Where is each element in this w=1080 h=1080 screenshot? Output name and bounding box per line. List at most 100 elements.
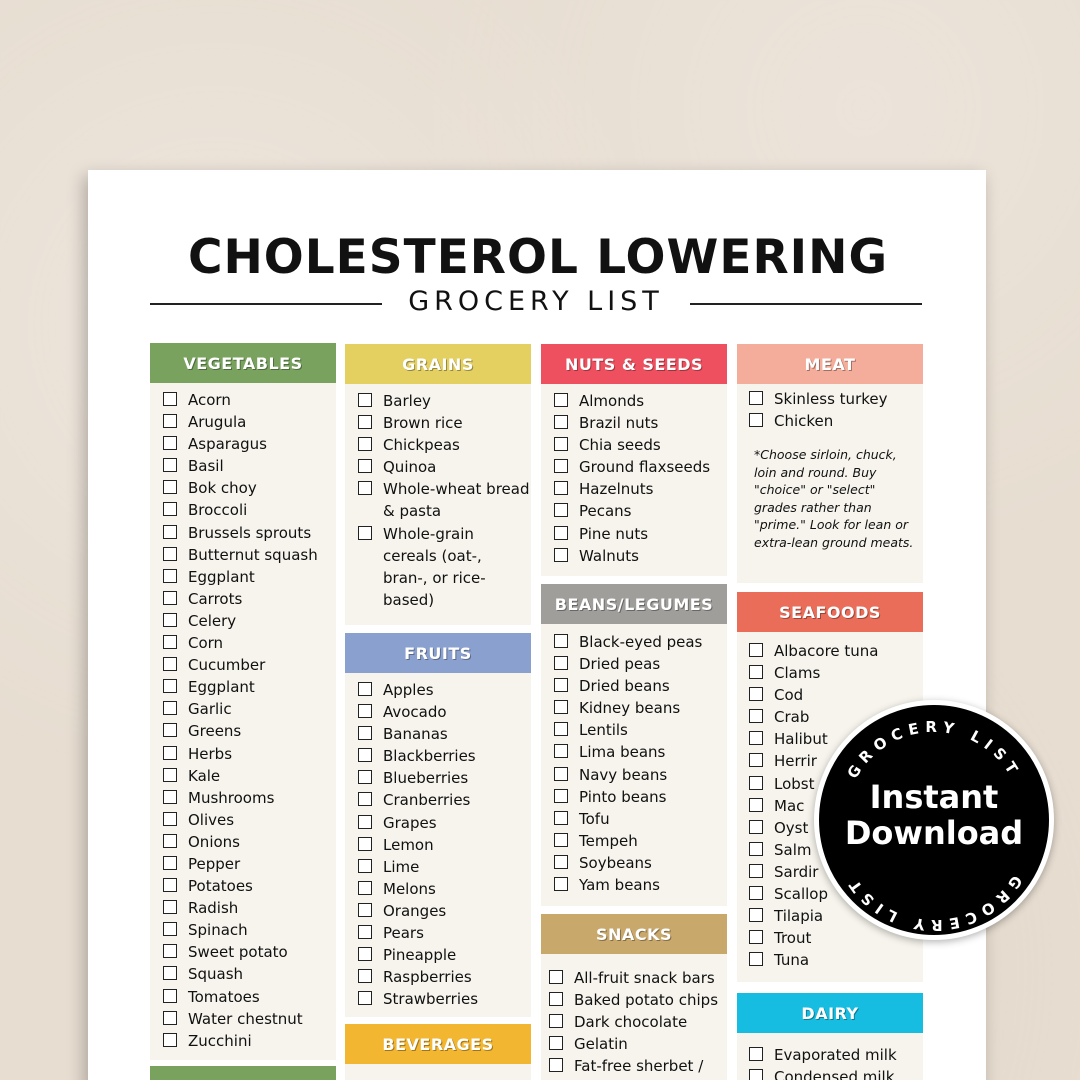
checkbox[interactable] xyxy=(358,947,372,962)
checkbox[interactable] xyxy=(554,678,568,693)
checkbox[interactable] xyxy=(554,810,568,825)
checkbox[interactable] xyxy=(554,459,568,474)
checkbox[interactable] xyxy=(358,437,372,452)
checkbox[interactable] xyxy=(554,437,568,452)
checkbox[interactable] xyxy=(163,701,177,716)
checkbox[interactable] xyxy=(163,392,177,406)
checkbox[interactable] xyxy=(749,731,763,746)
checkbox[interactable] xyxy=(358,704,372,719)
checkbox[interactable] xyxy=(749,952,763,967)
checkbox[interactable] xyxy=(749,643,763,657)
checkbox[interactable] xyxy=(163,966,177,981)
checkbox[interactable] xyxy=(163,723,177,738)
checkbox[interactable] xyxy=(163,590,177,605)
checkbox[interactable] xyxy=(749,841,763,856)
checkbox[interactable] xyxy=(749,753,763,768)
checkbox[interactable] xyxy=(358,902,372,917)
checkbox[interactable] xyxy=(749,709,763,724)
checkbox[interactable] xyxy=(358,925,372,940)
checkbox[interactable] xyxy=(749,775,763,790)
checkbox[interactable] xyxy=(358,748,372,763)
checkbox[interactable] xyxy=(554,854,568,869)
checkbox[interactable] xyxy=(749,665,763,680)
checkbox[interactable] xyxy=(554,700,568,715)
checkbox[interactable] xyxy=(549,992,563,1007)
checkbox[interactable] xyxy=(163,745,177,760)
checkbox[interactable] xyxy=(163,612,177,627)
checkbox[interactable] xyxy=(749,797,763,812)
checkbox[interactable] xyxy=(358,682,372,696)
checkbox[interactable] xyxy=(749,819,763,834)
checkbox[interactable] xyxy=(358,726,372,741)
checkbox[interactable] xyxy=(163,855,177,870)
checkbox[interactable] xyxy=(163,900,177,915)
checkbox[interactable] xyxy=(163,635,177,650)
checkbox[interactable] xyxy=(163,1010,177,1025)
checkbox[interactable] xyxy=(554,481,568,496)
checkbox[interactable] xyxy=(358,770,372,785)
checkbox[interactable] xyxy=(358,858,372,873)
checkbox[interactable] xyxy=(554,788,568,803)
checkbox[interactable] xyxy=(163,878,177,893)
checkbox[interactable] xyxy=(163,568,177,583)
checkbox[interactable] xyxy=(163,944,177,959)
checkbox[interactable] xyxy=(163,789,177,804)
checkbox[interactable] xyxy=(163,524,177,539)
checkbox[interactable] xyxy=(163,657,177,672)
checkbox[interactable] xyxy=(358,969,372,984)
checkbox[interactable] xyxy=(163,436,177,451)
checkbox[interactable] xyxy=(163,767,177,782)
checkbox[interactable] xyxy=(358,814,372,829)
checkbox[interactable] xyxy=(163,679,177,694)
checkbox[interactable] xyxy=(749,391,763,405)
checkbox[interactable] xyxy=(163,458,177,473)
checkbox[interactable] xyxy=(358,991,372,1006)
checkbox[interactable] xyxy=(749,687,763,702)
checkbox[interactable] xyxy=(358,792,372,807)
checkbox[interactable] xyxy=(749,1069,763,1080)
checkbox[interactable] xyxy=(163,502,177,517)
checkbox[interactable] xyxy=(163,414,177,429)
checkbox[interactable] xyxy=(554,547,568,562)
item-label: Cod xyxy=(774,686,804,705)
checkbox[interactable] xyxy=(163,922,177,937)
checkbox[interactable] xyxy=(549,1036,563,1051)
checkbox[interactable] xyxy=(358,415,372,430)
checkbox[interactable] xyxy=(358,481,372,496)
checkbox[interactable] xyxy=(163,1032,177,1047)
list-item: Sweet potato xyxy=(163,941,335,963)
checkbox[interactable] xyxy=(549,1058,563,1073)
checkbox[interactable] xyxy=(358,836,372,851)
checkbox[interactable] xyxy=(554,415,568,430)
checkbox[interactable] xyxy=(749,930,763,945)
item-label: Dried beans xyxy=(579,677,670,696)
checkbox[interactable] xyxy=(163,546,177,561)
checkbox[interactable] xyxy=(749,1047,763,1061)
checkbox[interactable] xyxy=(549,1014,563,1029)
checkbox[interactable] xyxy=(554,744,568,759)
checkbox[interactable] xyxy=(554,503,568,518)
checkbox[interactable] xyxy=(358,880,372,895)
item-label: Pinto beans xyxy=(579,787,667,806)
checkbox[interactable] xyxy=(549,970,563,984)
checkbox[interactable] xyxy=(749,908,763,923)
checkbox[interactable] xyxy=(749,413,763,428)
checkbox[interactable] xyxy=(749,863,763,878)
checkbox[interactable] xyxy=(554,525,568,540)
checkbox[interactable] xyxy=(554,722,568,737)
checkbox[interactable] xyxy=(749,886,763,901)
checkbox[interactable] xyxy=(163,811,177,826)
checkbox[interactable] xyxy=(554,766,568,781)
checkbox[interactable] xyxy=(163,988,177,1003)
checkbox[interactable] xyxy=(554,877,568,892)
checkbox[interactable] xyxy=(163,833,177,848)
checkbox[interactable] xyxy=(358,393,372,407)
checkbox[interactable] xyxy=(358,525,372,540)
checkbox[interactable] xyxy=(554,634,568,648)
checkbox[interactable] xyxy=(554,393,568,407)
checkbox[interactable] xyxy=(163,480,177,495)
checkbox[interactable] xyxy=(554,656,568,671)
item-label: Broccoli xyxy=(188,501,248,520)
checkbox[interactable] xyxy=(554,832,568,847)
checkbox[interactable] xyxy=(358,459,372,474)
